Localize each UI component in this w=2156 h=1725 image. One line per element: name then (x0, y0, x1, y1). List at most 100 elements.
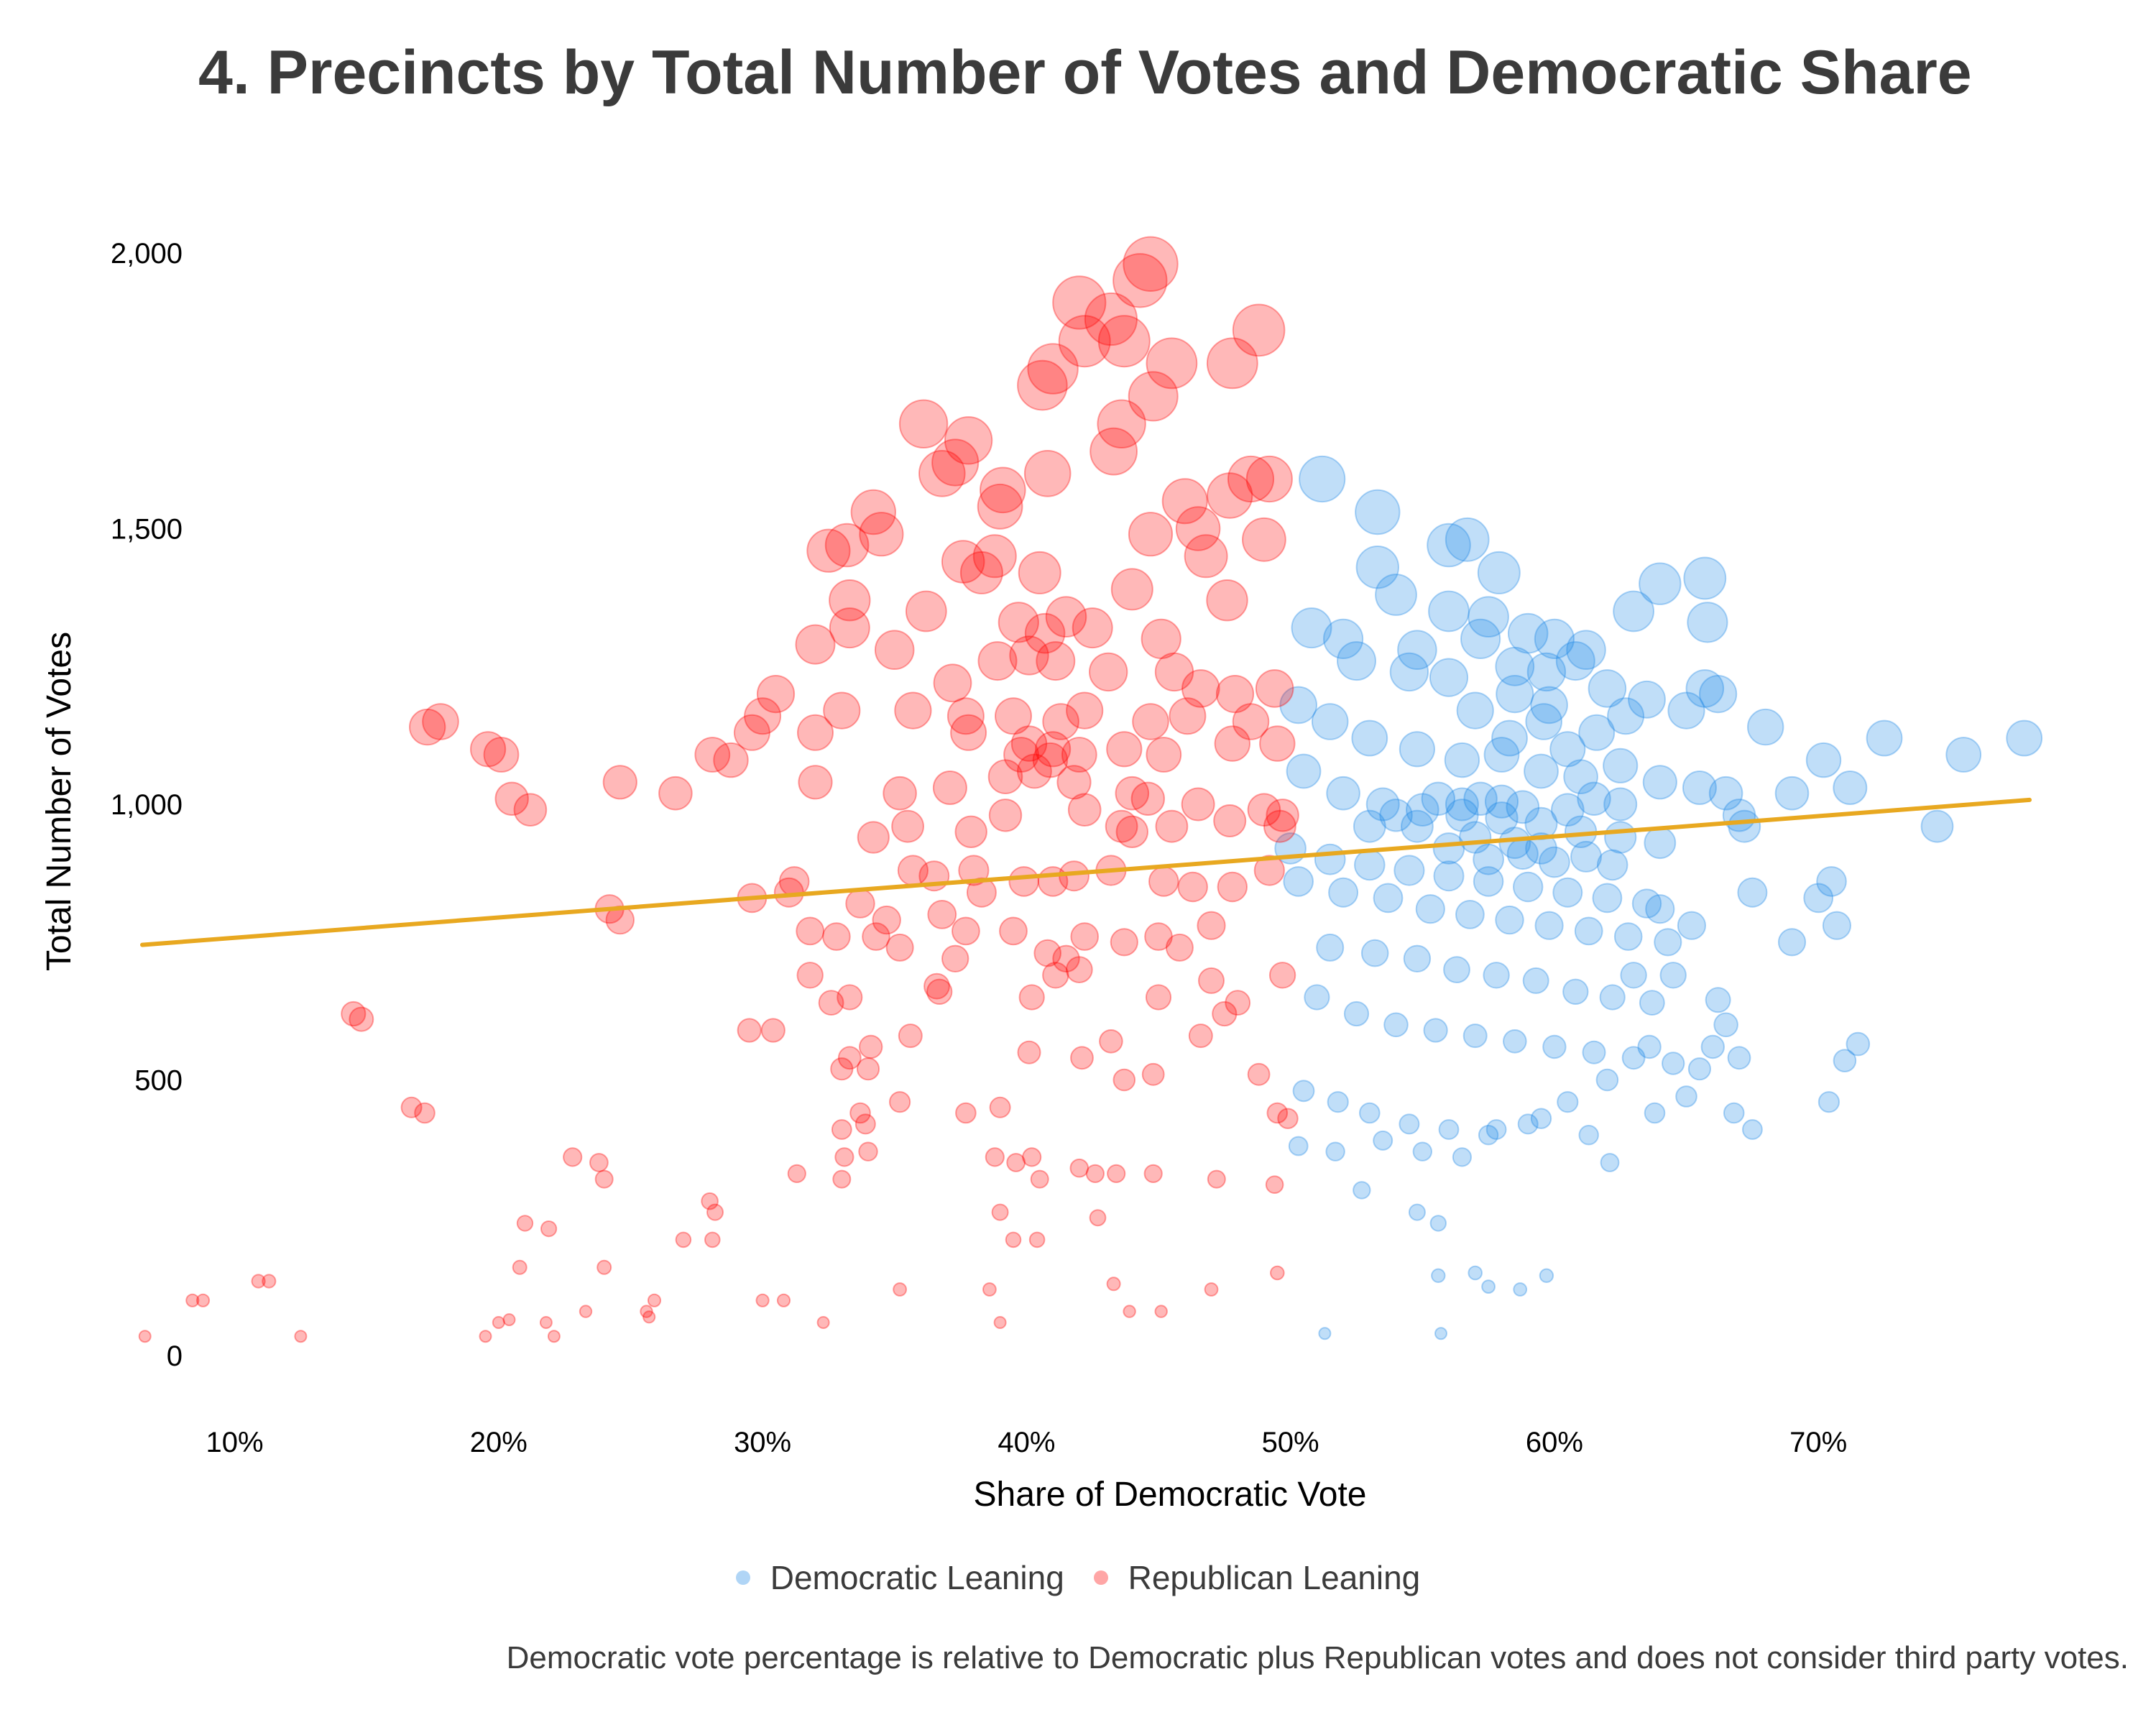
rep-point (409, 708, 446, 746)
dem-point (1596, 849, 1628, 881)
dem-point (1431, 1268, 1446, 1284)
dem-point (1595, 1068, 1619, 1092)
x-tick-label: 10% (206, 1427, 263, 1458)
rep-point (713, 742, 749, 778)
dem-point (1588, 669, 1627, 708)
dem-point (1833, 770, 1868, 805)
dem-point (1513, 1282, 1528, 1297)
rep-point (1155, 809, 1189, 843)
rep-point (995, 697, 1032, 735)
rep-point (923, 972, 950, 1000)
rep-point (1225, 990, 1251, 1016)
dem-point (1506, 790, 1540, 824)
rep-point (1198, 967, 1225, 994)
rep-point (1106, 731, 1143, 768)
dem-point (1477, 551, 1521, 594)
rep-point (1144, 922, 1173, 951)
legend-key-democratic (735, 1570, 750, 1585)
dem-point (1551, 793, 1585, 827)
rep-point (594, 1169, 614, 1189)
dem-point (1485, 801, 1519, 835)
dem-point (1705, 987, 1731, 1013)
dem-point (1526, 652, 1567, 692)
dem-point (1355, 546, 1400, 589)
rep-point (1146, 337, 1198, 390)
dem-point (1353, 809, 1386, 843)
dem-point (1747, 708, 1784, 746)
dem-point (1662, 1052, 1685, 1075)
dem-point (1318, 1327, 1332, 1340)
rep-point (1005, 1231, 1022, 1248)
dem-point (1473, 866, 1504, 897)
rep-point (1017, 1040, 1041, 1064)
dem-point (1484, 784, 1519, 819)
dem-point (1592, 883, 1623, 914)
dem-point (1292, 1080, 1315, 1103)
rep-point (1027, 343, 1079, 395)
dem-point (1728, 809, 1761, 843)
dem-point (1574, 916, 1603, 946)
dem-point (1427, 523, 1471, 568)
dem-point (1314, 843, 1346, 875)
rep-point (479, 1330, 492, 1343)
rep-point (977, 483, 1023, 530)
rep-point (824, 523, 870, 568)
rep-point (642, 1310, 656, 1324)
dem-point (1742, 1119, 1763, 1140)
rep-point (1161, 478, 1208, 525)
rep-point (1072, 607, 1113, 649)
dem-point (1445, 787, 1479, 822)
rep-point (932, 770, 967, 805)
rep-point (492, 1316, 505, 1329)
rep-point (1097, 315, 1151, 368)
rep-point (926, 978, 953, 1006)
dem-point (1677, 911, 1706, 940)
rep-point (1123, 1305, 1136, 1318)
rep-point (1181, 787, 1215, 822)
dem-point (1549, 731, 1586, 768)
dem-point (1530, 686, 1568, 724)
dem-point (1555, 641, 1595, 681)
rep-point (859, 1034, 883, 1059)
rep-point (400, 1096, 423, 1118)
dem-point (1599, 984, 1626, 1011)
rep-point (1181, 669, 1220, 708)
dem-point (1353, 1181, 1371, 1200)
dem-point (1445, 517, 1490, 562)
dem-point (1323, 618, 1364, 660)
rep-point (894, 691, 932, 730)
rep-point (694, 737, 731, 773)
rep-point (832, 1169, 852, 1189)
dem-point (1343, 1000, 1370, 1027)
rep-point (138, 1330, 152, 1343)
rep-point (1212, 1000, 1238, 1027)
rep-point (422, 703, 459, 740)
rep-point (1089, 1209, 1107, 1227)
rep-point (985, 1147, 1005, 1167)
rep-point (1030, 1169, 1049, 1189)
rep-point (850, 489, 897, 535)
dem-point (1432, 832, 1465, 865)
dem-point (1816, 866, 1847, 897)
dem-point (1327, 1091, 1349, 1113)
dem-point (1522, 967, 1549, 994)
rep-point (862, 922, 890, 951)
dem-point (1359, 1102, 1381, 1124)
x-tick-label: 60% (1526, 1427, 1583, 1458)
rep-point (470, 731, 507, 768)
chart-title: 4. Precincts by Total Number of Votes an… (198, 38, 1972, 107)
rep-point (547, 1330, 561, 1343)
dem-point (1774, 776, 1810, 811)
rep-point (898, 399, 949, 448)
dem-point (1803, 883, 1834, 914)
dem-point (1299, 455, 1346, 503)
republican-points-layer (138, 236, 1299, 1343)
dem-point (1444, 742, 1480, 778)
rep-point (1036, 641, 1076, 681)
dem-point (1818, 1091, 1840, 1113)
dem-point (1700, 1034, 1726, 1059)
rep-point (1277, 1108, 1299, 1129)
rep-point (818, 990, 844, 1016)
rep-point (1232, 703, 1270, 740)
dem-point (1481, 1279, 1496, 1294)
